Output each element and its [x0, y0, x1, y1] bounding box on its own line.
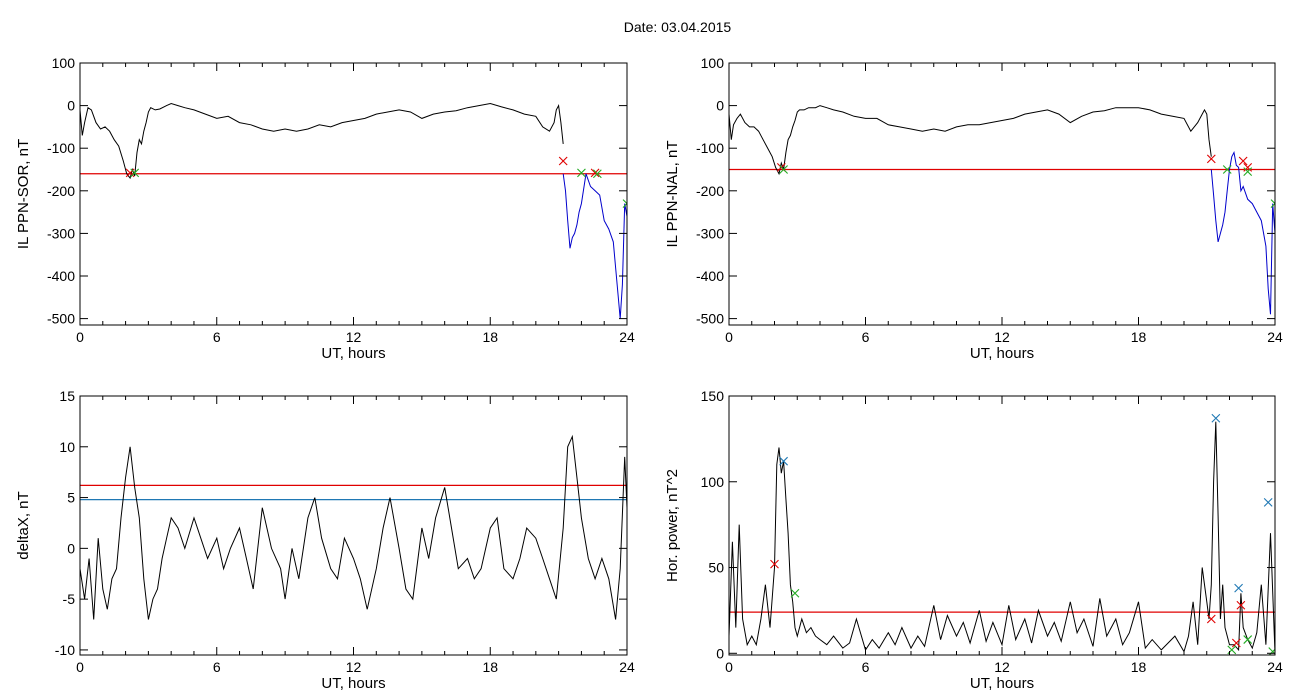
y-tick-label: 50	[708, 560, 724, 576]
series-line	[80, 434, 627, 620]
event-marker	[622, 199, 627, 208]
y-tick-label: -5	[63, 591, 76, 607]
x-tick-label: 24	[619, 659, 635, 675]
event-marker	[590, 168, 600, 178]
plot-area	[729, 413, 1275, 655]
series-line	[80, 102, 564, 180]
axes-frame	[79, 62, 628, 326]
x-tick-label: 12	[994, 659, 1010, 675]
y-tick-label: -300	[47, 225, 75, 241]
y-tick-label: -500	[696, 311, 724, 327]
x-tick-label: 0	[76, 659, 84, 675]
axes-frame	[79, 395, 628, 656]
x-axis-label: UT, hours	[970, 345, 1034, 362]
y-axis-label: IL PPN-SOR, nT	[15, 139, 32, 249]
x-tick-label: 0	[76, 329, 84, 345]
event-marker	[779, 165, 788, 174]
y-tick-label: -10	[55, 642, 75, 658]
y-tick-label: 0	[67, 98, 75, 114]
x-axis-label: UT, hours	[321, 675, 385, 692]
event-marker	[1243, 635, 1253, 644]
x-tick-label: 18	[1131, 329, 1147, 345]
event-marker	[1222, 165, 1232, 174]
x-tick-label: 6	[862, 659, 870, 675]
x-tick-label: 12	[994, 329, 1010, 345]
y-tick-label: 0	[716, 645, 724, 661]
y-axis-label: IL PPN-NAL, nT	[664, 141, 681, 248]
x-tick-label: 12	[346, 329, 362, 345]
x-tick-label: 0	[725, 659, 733, 675]
panel-hor-power: 0 6 12 18 24 150 100 50 0 UT, hours Hor. power, nT…	[664, 388, 1283, 692]
x-tick-label: 24	[1267, 659, 1283, 675]
y-tick-label: -300	[696, 225, 724, 241]
y-tick-label: 0	[716, 98, 724, 114]
x-tick-label: 18	[1131, 659, 1147, 675]
event-marker	[1268, 647, 1275, 655]
y-tick-label: 100	[701, 55, 725, 71]
x-axis-label: UT, hours	[321, 345, 385, 362]
event-marker	[1231, 638, 1241, 648]
event-marker	[779, 456, 788, 466]
plot-area	[80, 434, 627, 620]
y-tick-label: -100	[47, 140, 75, 156]
panel-ppn-nal: 0 6 12 18 24 100 0 -100 -200 -300 -400 -500 UT, hour…	[664, 55, 1283, 362]
event-marker	[770, 559, 779, 569]
x-tick-label: 6	[213, 659, 221, 675]
y-axis-label: deltaX, nT	[15, 491, 32, 559]
axes-frame	[728, 62, 1276, 326]
y-axis-label: Hor. power, nT^2	[664, 469, 681, 582]
event-marker	[577, 168, 586, 178]
y-tick-label: 150	[701, 388, 725, 404]
figure-title: Date: 03.04.2015	[623, 19, 732, 35]
event-marker	[130, 168, 140, 178]
y-tick-label: -500	[47, 311, 75, 327]
x-tick-label: 6	[862, 329, 870, 345]
event-marker	[592, 169, 602, 179]
event-marker	[1270, 199, 1275, 208]
x-tick-label: 12	[346, 659, 362, 675]
y-tick-label: 15	[59, 388, 75, 404]
event-marker	[1243, 167, 1253, 177]
event-marker	[790, 588, 800, 598]
event-marker	[1211, 413, 1221, 423]
panel-deltax: 0 6 12 18 24 15 10 5 0 -5 -10 UT, hours deltaX, nT	[15, 388, 635, 692]
event-marker	[1206, 154, 1216, 164]
y-tick-label: 10	[59, 439, 75, 455]
y-tick-label: -400	[696, 268, 724, 284]
x-axis-label: UT, hours	[970, 675, 1034, 692]
plot-area	[80, 102, 627, 319]
event-marker	[1238, 156, 1248, 166]
y-tick-label: 5	[67, 490, 75, 506]
y-tick-label: -200	[47, 183, 75, 199]
x-tick-label: 24	[619, 329, 635, 345]
series-line	[729, 421, 1275, 654]
event-marker	[558, 156, 568, 166]
panel-ppn-sor: 0 6 12 18 24 100 0 -100 -200 -300 -400 -500 UT, hour…	[15, 55, 635, 362]
x-tick-label: 24	[1267, 329, 1283, 345]
y-tick-label: -100	[696, 140, 724, 156]
y-tick-label: 100	[52, 55, 76, 71]
y-tick-label: 100	[701, 474, 725, 490]
event-marker	[1263, 497, 1273, 507]
x-tick-label: 18	[482, 329, 498, 345]
event-marker	[125, 168, 135, 178]
plot-area	[729, 105, 1275, 315]
event-marker	[1227, 645, 1237, 655]
event-marker	[1234, 583, 1243, 593]
x-tick-label: 18	[482, 659, 498, 675]
x-tick-label: 6	[213, 329, 221, 345]
x-tick-label: 0	[725, 329, 733, 345]
y-tick-label: -400	[47, 268, 75, 284]
series-line	[1210, 150, 1275, 315]
event-marker	[1243, 162, 1253, 172]
axes-frame	[728, 395, 1276, 656]
event-marker	[1206, 614, 1216, 624]
event-marker	[1236, 600, 1246, 610]
y-tick-label: 0	[67, 540, 75, 556]
series-line	[729, 105, 1212, 176]
series-line	[562, 173, 627, 319]
y-tick-label: -200	[696, 183, 724, 199]
